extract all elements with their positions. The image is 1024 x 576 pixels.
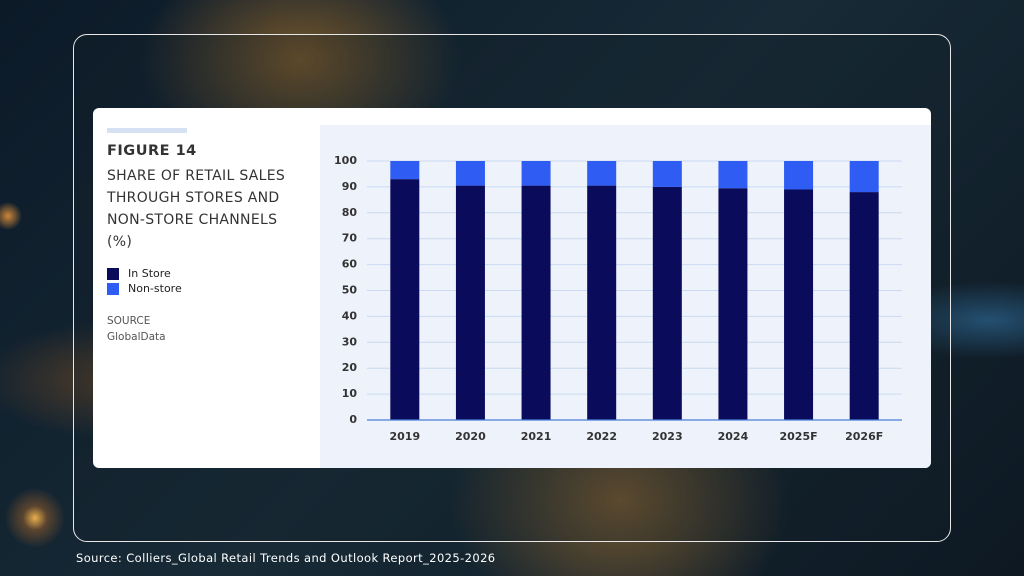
bar-segment (718, 188, 748, 420)
x-tick-label: 2023 (652, 430, 683, 443)
bar-segment (718, 161, 748, 189)
accent-bar (107, 128, 187, 133)
legend-swatch (107, 267, 119, 280)
y-tick-label: 10 (342, 387, 358, 400)
y-tick-label: 30 (342, 335, 358, 348)
bar-segment (587, 185, 617, 420)
y-tick-label: 80 (342, 206, 358, 219)
y-tick-label: 90 (342, 180, 358, 193)
y-tick-label: 20 (342, 361, 358, 374)
x-tick-label: 2019 (390, 430, 421, 443)
bar-segment (455, 185, 485, 420)
footer: Source: Colliers_Global Retail Trends an… (76, 551, 496, 565)
figure-label: FIGURE 14 (107, 143, 197, 159)
bar-segment (784, 189, 814, 420)
x-tick-label: 2021 (521, 430, 552, 443)
legend-label: Non-store (128, 282, 182, 295)
chart-title: SHARE OF RETAIL SALES THROUGH STORES AND… (107, 168, 286, 250)
y-tick-label: 100 (334, 154, 357, 167)
bar-segment (652, 186, 682, 420)
bar-segment (455, 161, 485, 186)
plot-background (320, 125, 931, 468)
bar-segment (784, 161, 814, 190)
legend-label: In Store (128, 267, 171, 280)
source-label: SOURCE (107, 315, 151, 327)
bar-segment (652, 161, 682, 187)
y-tick-label: 50 (342, 284, 358, 297)
bar-segment (521, 185, 551, 420)
bar-segment (849, 161, 879, 193)
legend-item: In Store (107, 267, 171, 280)
source: GlobalData (107, 331, 166, 343)
y-tick-label: 70 (342, 232, 358, 245)
bar-segment (521, 161, 551, 186)
x-tick-label: 2024 (718, 430, 749, 443)
x-tick-label: 2020 (455, 430, 486, 443)
bar-segment (390, 179, 420, 420)
legend-swatch (107, 282, 119, 295)
x-tick-label: 2025F (779, 430, 817, 443)
legend-item: Non-store (107, 282, 182, 295)
bar-segment (587, 161, 617, 186)
bar-segment (390, 161, 420, 180)
x-tick-label: 2026F (845, 430, 883, 443)
y-tick-label: 60 (342, 258, 358, 271)
y-tick-label: 40 (342, 309, 358, 322)
y-tick-label: 0 (349, 413, 357, 426)
x-tick-label: 2022 (586, 430, 617, 443)
bar-segment (849, 192, 879, 420)
